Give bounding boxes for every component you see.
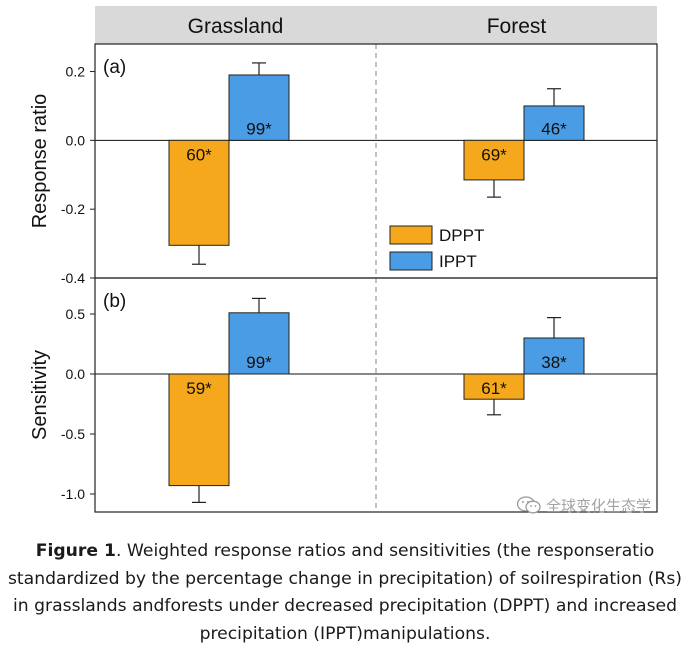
- data-label: 46*: [541, 119, 567, 138]
- watermark: 全球变化生态学: [516, 494, 651, 516]
- legend-swatch-ippt: [389, 251, 433, 271]
- facet-title-grassland: Grassland: [188, 15, 284, 38]
- bar-ippt-grassland: [228, 74, 290, 141]
- data-label: 59*: [186, 379, 212, 398]
- y-tick-label: 0.2: [66, 64, 86, 80]
- figure: Grassland Forest 60* 69* 99* 46* 0.2 0.0 -0.2 -0.…: [29, 6, 658, 513]
- bar-dppt-forest: [463, 139, 525, 181]
- y-tick-label: 0.5: [66, 306, 86, 322]
- legend-swatch-dppt: [389, 225, 433, 245]
- y-tick-label: -1.0: [61, 486, 85, 502]
- wechat-icon: [516, 496, 541, 514]
- panel-label: (b): [103, 291, 126, 312]
- data-label: 38*: [541, 353, 567, 372]
- caption-label: Figure 1: [35, 541, 116, 561]
- legend-label-ippt: IPPT: [439, 252, 477, 271]
- bar-dppt-grassland: [168, 373, 230, 487]
- bar-ippt-forest: [523, 337, 585, 375]
- data-label: 60*: [186, 145, 212, 164]
- y-tick-label: 0.0: [66, 366, 86, 382]
- legend-label-dppt: DPPT: [439, 226, 484, 245]
- y-tick-label: -0.5: [61, 426, 85, 442]
- data-label: 99*: [246, 353, 272, 372]
- panel-label: (a): [103, 57, 126, 78]
- facet-header-background: [95, 6, 657, 44]
- watermark-text: 全球变化生态学: [546, 496, 652, 515]
- data-label: 61*: [481, 379, 507, 398]
- bar-dppt-grassland: [168, 139, 230, 246]
- y-axis-label: Sensitivity: [29, 350, 51, 440]
- data-label: 69*: [481, 145, 507, 164]
- panel-frame: [94, 277, 658, 513]
- y-axis-label: Response ratio: [29, 94, 51, 229]
- y-tick-label: -0.2: [61, 201, 85, 217]
- y-tick-label: -0.4: [61, 270, 85, 286]
- figure-caption: Figure 1. Weighted response ratios and s…: [0, 538, 690, 648]
- caption-text: . Weighted response ratios and sensitivi…: [7, 541, 683, 644]
- facet-title-forest: Forest: [487, 15, 547, 38]
- y-tick-label: 0.0: [66, 132, 86, 148]
- data-label: 99*: [246, 119, 272, 138]
